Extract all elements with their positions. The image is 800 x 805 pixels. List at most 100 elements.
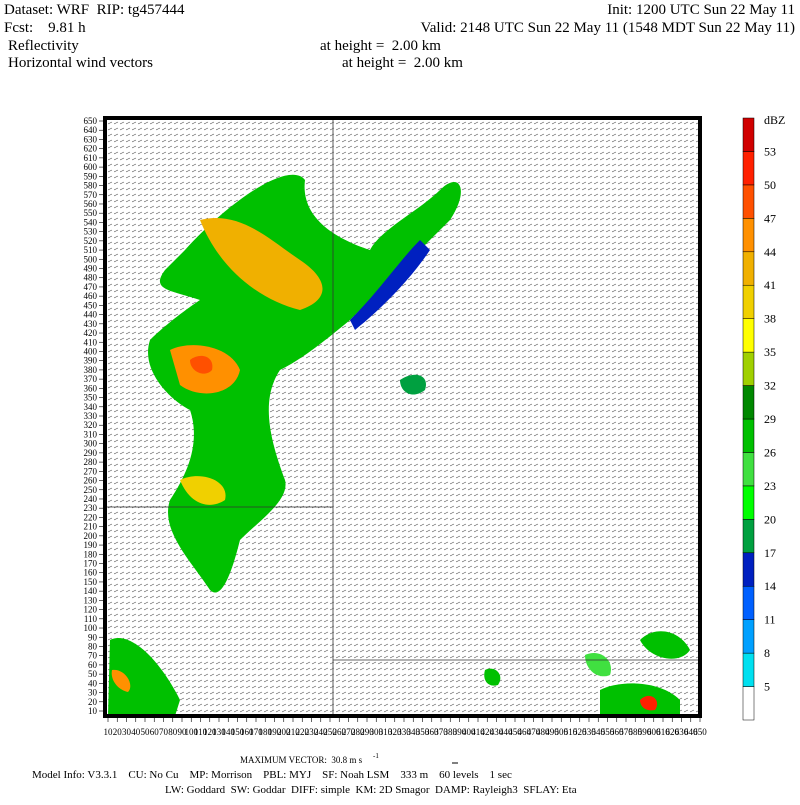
x-tick-label: 70 bbox=[159, 727, 169, 737]
x-tick-label: 420 bbox=[481, 727, 495, 737]
x-tick-label: 110 bbox=[194, 727, 208, 737]
colorbar-label: 20 bbox=[764, 512, 776, 526]
colorbar-segment bbox=[742, 418, 755, 453]
y-tick-label: 600 bbox=[84, 162, 98, 172]
y-tick-label: 30 bbox=[88, 688, 98, 698]
colorbar-segment bbox=[742, 385, 755, 420]
echo bbox=[600, 683, 680, 716]
y-tick-label: 320 bbox=[84, 420, 98, 430]
y-tick-label: 380 bbox=[84, 365, 98, 375]
y-tick-label: 280 bbox=[84, 457, 98, 467]
echo bbox=[640, 695, 658, 711]
field-name: Horizontal wind vectors bbox=[8, 55, 153, 71]
y-tick-label: 520 bbox=[84, 236, 98, 246]
y-tick-label: 230 bbox=[84, 503, 98, 513]
echo bbox=[640, 631, 690, 659]
colorbar-label: 5 bbox=[764, 680, 770, 694]
x-tick-label: 200 bbox=[277, 727, 291, 737]
y-tick-label: 470 bbox=[84, 282, 98, 292]
x-tick-label: 640 bbox=[684, 727, 698, 737]
y-tick-label: 10 bbox=[88, 706, 98, 716]
y-tick-label: 580 bbox=[84, 181, 98, 191]
y-tick-label: 360 bbox=[84, 383, 98, 393]
y-tick-label: 260 bbox=[84, 476, 98, 486]
colorbar-segment bbox=[742, 184, 755, 219]
x-tick-label: 350 bbox=[416, 727, 430, 737]
x-tick-label: 20 bbox=[113, 727, 123, 737]
x-tick-label: 450 bbox=[508, 727, 522, 737]
y-tick-label: 130 bbox=[84, 595, 98, 605]
y-tick-label: 410 bbox=[84, 337, 98, 347]
x-tick-label: 270 bbox=[342, 727, 356, 737]
x-tick-label: 210 bbox=[286, 727, 300, 737]
y-tick-label: 510 bbox=[84, 245, 98, 255]
colorbar-segment bbox=[742, 284, 755, 319]
x-tick-label: 260 bbox=[333, 727, 347, 737]
x-tick-label: 570 bbox=[619, 727, 633, 737]
colorbar-label: 26 bbox=[764, 445, 776, 459]
forecast-hour: Fcst: 9.81 h bbox=[4, 20, 86, 36]
y-tick-label: 500 bbox=[84, 254, 98, 264]
x-tick-label: 300 bbox=[370, 727, 384, 737]
max-vector-exponent: -1 bbox=[373, 752, 379, 760]
y-tick-label: 460 bbox=[84, 291, 98, 301]
y-tick-label: 370 bbox=[84, 374, 98, 384]
x-tick-label: 520 bbox=[573, 727, 587, 737]
x-tick-label: 550 bbox=[601, 727, 615, 737]
x-tick-label: 510 bbox=[564, 727, 578, 737]
y-tick-label: 140 bbox=[84, 586, 98, 596]
y-tick-label: 20 bbox=[88, 697, 98, 707]
x-tick-label: 630 bbox=[675, 727, 689, 737]
colorbar: 5 8 11 14 17 20 23 26 29 32 35 38 41 44 47 50 53 dBZ bbox=[742, 113, 785, 721]
x-tick-label: 330 bbox=[397, 727, 411, 737]
colorbar-label: 38 bbox=[764, 312, 776, 326]
dataset: Dataset: WRF RIP: tg457444 bbox=[4, 2, 185, 18]
x-tick-label: 280 bbox=[351, 727, 365, 737]
y-tick-label: 450 bbox=[84, 300, 98, 310]
colorbar-unit: dBZ bbox=[764, 113, 785, 127]
x-tick-label: 230 bbox=[305, 727, 319, 737]
y-tick-label: 270 bbox=[84, 466, 98, 476]
x-tick-label: 650 bbox=[693, 727, 707, 737]
y-tick-label: 240 bbox=[84, 494, 98, 504]
x-tick-label: 140 bbox=[222, 727, 236, 737]
x-tick-label: 60 bbox=[150, 727, 160, 737]
y-tick-label: 530 bbox=[84, 227, 98, 237]
y-tick-label: 80 bbox=[88, 641, 98, 651]
colorbar-label: 50 bbox=[764, 178, 776, 192]
y-tick-label: 350 bbox=[84, 393, 98, 403]
colorbar-segment bbox=[742, 552, 755, 587]
x-tick-label: 170 bbox=[249, 727, 263, 737]
x-tick-label: 490 bbox=[545, 727, 559, 737]
x-tick-label: 400 bbox=[462, 727, 476, 737]
colorbar-segment bbox=[742, 452, 755, 487]
axes: 1020304050607080901001101201301401501601… bbox=[84, 116, 708, 737]
y-tick-label: 70 bbox=[88, 651, 98, 661]
y-tick-label: 630 bbox=[84, 134, 98, 144]
x-tick-label: 580 bbox=[629, 727, 643, 737]
y-tick-label: 560 bbox=[84, 199, 98, 209]
y-tick-label: 60 bbox=[88, 660, 98, 670]
init-time: Init: 1200 UTC Sun 22 May 11 bbox=[607, 2, 795, 18]
y-tick-label: 170 bbox=[84, 559, 98, 569]
colorbar-segment bbox=[742, 585, 755, 620]
x-tick-label: 100 bbox=[185, 727, 199, 737]
x-tick-label: 190 bbox=[268, 727, 282, 737]
echo bbox=[148, 174, 461, 593]
echo bbox=[585, 652, 611, 677]
x-tick-label: 600 bbox=[647, 727, 661, 737]
colorbar-segment bbox=[742, 351, 755, 386]
y-tick-label: 330 bbox=[84, 411, 98, 421]
x-tick-label: 540 bbox=[592, 727, 606, 737]
x-tick-label: 500 bbox=[555, 727, 569, 737]
y-tick-label: 150 bbox=[84, 577, 98, 587]
physics-info: LW: Goddard SW: Goddar DIFF: simple KM: … bbox=[165, 784, 577, 796]
y-tick-label: 190 bbox=[84, 540, 98, 550]
colorbar-label: 32 bbox=[764, 379, 776, 393]
x-tick-label: 180 bbox=[259, 727, 273, 737]
field-level: at height = 2.00 km bbox=[342, 55, 463, 71]
y-tick-label: 250 bbox=[84, 485, 98, 495]
y-tick-label: 310 bbox=[84, 429, 98, 439]
reflectivity-field bbox=[108, 174, 690, 716]
